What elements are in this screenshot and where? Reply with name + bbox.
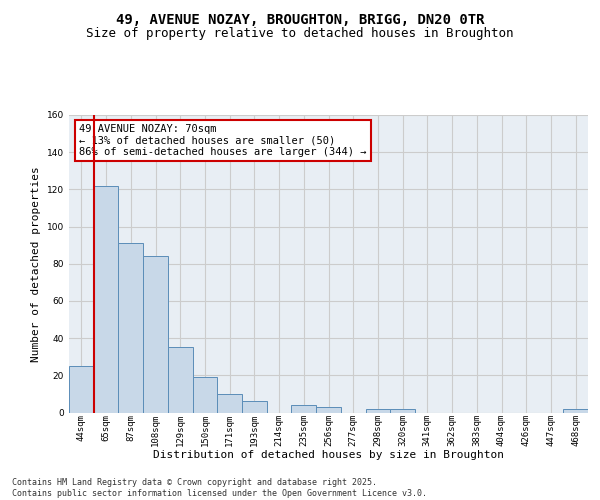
Text: Contains HM Land Registry data © Crown copyright and database right 2025.
Contai: Contains HM Land Registry data © Crown c… (12, 478, 427, 498)
X-axis label: Distribution of detached houses by size in Broughton: Distribution of detached houses by size … (153, 450, 504, 460)
Text: 49 AVENUE NOZAY: 70sqm
← 13% of detached houses are smaller (50)
86% of semi-det: 49 AVENUE NOZAY: 70sqm ← 13% of detached… (79, 124, 367, 157)
Bar (365, 409, 390, 412)
Bar (118, 244, 143, 412)
Bar (94, 186, 118, 412)
Bar (168, 348, 193, 412)
Bar (292, 405, 316, 412)
Bar (217, 394, 242, 412)
Text: Size of property relative to detached houses in Broughton: Size of property relative to detached ho… (86, 28, 514, 40)
Bar (390, 409, 415, 412)
Y-axis label: Number of detached properties: Number of detached properties (31, 166, 41, 362)
Bar (316, 407, 341, 412)
Bar (563, 409, 588, 412)
Bar (69, 366, 94, 412)
Bar (242, 402, 267, 412)
Bar (143, 256, 168, 412)
Bar (193, 377, 217, 412)
Text: 49, AVENUE NOZAY, BROUGHTON, BRIGG, DN20 0TR: 49, AVENUE NOZAY, BROUGHTON, BRIGG, DN20… (116, 12, 484, 26)
